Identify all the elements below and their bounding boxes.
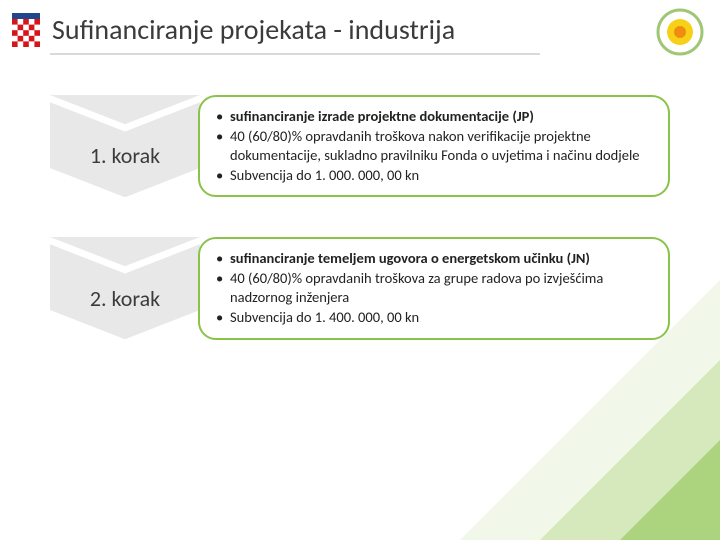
bullet-bold: sufinanciranje izrade projektne dokument… bbox=[230, 107, 534, 125]
bullet-item: sufinanciranje temeljem ugovora o energe… bbox=[216, 249, 652, 269]
step-arrow: 1. korak bbox=[50, 95, 200, 197]
bullet-item: Subvencija do 1. 400. 000, 00 kn bbox=[216, 308, 652, 328]
bullet-text: 40 (60/80)% opravdanih troškova za grupe… bbox=[230, 269, 603, 307]
bullet-bold: sufinanciranje temeljem ugovora o energe… bbox=[230, 249, 590, 267]
step-label: 1. korak bbox=[90, 142, 160, 169]
sun-badge-icon bbox=[656, 8, 704, 56]
step-bubble: sufinanciranje temeljem ugovora o energe… bbox=[198, 237, 670, 339]
coat-of-arms-icon bbox=[12, 13, 40, 47]
bullet-text: Subvencija do 1. 000. 000, 00 kn bbox=[230, 166, 419, 184]
step-bubble: sufinanciranje izrade projektne dokument… bbox=[198, 95, 670, 197]
bullet-text: Subvencija do 1. 400. 000, 00 kn bbox=[230, 308, 419, 326]
bullet-text: 40 (60/80)% opravdanih troškova nakon ve… bbox=[230, 127, 640, 165]
bullet-item: 40 (60/80)% opravdanih troškova za grupe… bbox=[216, 269, 652, 308]
bullet-item: 40 (60/80)% opravdanih troškova nakon ve… bbox=[216, 127, 652, 166]
bullet-item: Subvencija do 1. 000. 000, 00 kn bbox=[216, 166, 652, 186]
content-area: 1. korak sufinanciranje izrade projektne… bbox=[0, 55, 720, 340]
page-title: Sufinanciranje projekata - industrija bbox=[52, 12, 700, 47]
bullet-item: sufinanciranje izrade projektne dokument… bbox=[216, 107, 652, 127]
step-row: 2. korak sufinanciranje temeljem ugovora… bbox=[50, 237, 670, 339]
step-label: 2. korak bbox=[90, 285, 160, 312]
step-row: 1. korak sufinanciranje izrade projektne… bbox=[50, 95, 670, 197]
step-arrow: 2. korak bbox=[50, 237, 200, 339]
